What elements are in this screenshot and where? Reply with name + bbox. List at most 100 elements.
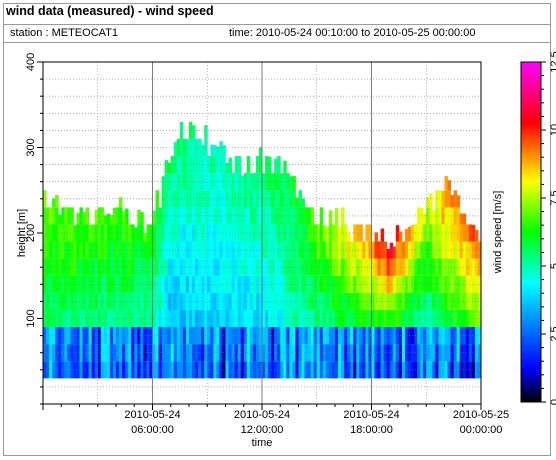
heatmap-cell <box>338 327 342 345</box>
heatmap-cell <box>258 292 263 310</box>
heatmap-cell <box>216 309 220 328</box>
heatmap-cell <box>234 275 239 293</box>
heatmap-cell <box>380 228 385 242</box>
heatmap-cell <box>462 344 467 362</box>
heatmap-cell <box>438 361 442 379</box>
heatmap-cell <box>192 125 196 139</box>
heatmap-cell <box>243 309 248 328</box>
heatmap-cell <box>228 190 232 208</box>
heatmap-cell <box>70 224 74 242</box>
heatmap-cell <box>277 224 281 242</box>
heatmap-cell <box>128 327 132 345</box>
heatmap-cell <box>450 292 455 310</box>
heatmap-cell <box>435 190 439 208</box>
heatmap-cell <box>237 292 242 310</box>
heatmap-cell <box>246 275 251 293</box>
heatmap-cell <box>447 224 451 242</box>
heatmap-cell <box>289 207 293 225</box>
heatmap-cell <box>304 292 309 310</box>
heatmap-cell <box>319 207 324 225</box>
heatmap-cell <box>347 275 351 293</box>
heatmap-cell <box>435 344 439 362</box>
heatmap-cell <box>289 361 293 379</box>
heatmap-cell <box>459 258 464 276</box>
heatmap-cell <box>268 258 272 276</box>
heatmap-cell <box>274 361 278 379</box>
heatmap-cell <box>468 224 473 242</box>
heatmap-cell <box>429 207 433 225</box>
heatmap-cell <box>338 292 342 310</box>
heatmap-cell <box>82 275 86 293</box>
heatmap-cell <box>325 327 330 345</box>
heatmap-cell <box>319 327 324 345</box>
x-tick-label-date: 2010-05-24 <box>343 409 399 421</box>
heatmap-cell <box>432 241 436 259</box>
heatmap-cell <box>216 361 220 379</box>
heatmap-cell <box>216 173 220 191</box>
heatmap-cell <box>219 141 223 157</box>
heatmap-cell <box>76 241 80 259</box>
heatmap-cell <box>43 292 47 310</box>
heatmap-cell <box>477 327 482 345</box>
heatmap-cell <box>298 344 302 362</box>
heatmap-cell <box>262 309 266 328</box>
heatmap-cell <box>429 258 433 276</box>
heatmap-cell <box>435 292 439 310</box>
heatmap-cell <box>79 309 83 328</box>
heatmap-cell <box>438 327 442 345</box>
heatmap-cell <box>61 292 65 310</box>
heatmap-cell <box>255 156 260 174</box>
heatmap-cell <box>335 344 339 362</box>
heatmap-cell <box>152 210 156 225</box>
heatmap-cell <box>255 241 260 259</box>
heatmap-cell <box>240 207 245 225</box>
heatmap-cell <box>474 275 479 293</box>
heatmap-cell <box>85 224 90 242</box>
heatmap-cell <box>201 144 205 157</box>
heatmap-cell <box>103 215 108 225</box>
heatmap-cell <box>100 292 105 310</box>
heatmap-cell <box>252 309 257 328</box>
heatmap-cell <box>258 344 263 362</box>
heatmap-cell <box>292 207 296 225</box>
heatmap-cell <box>258 190 263 208</box>
heatmap-cell <box>325 241 330 259</box>
heatmap-cell <box>70 344 74 362</box>
heatmap-cell <box>237 327 242 345</box>
heatmap-cell <box>228 258 232 276</box>
heatmap-cell <box>88 309 93 328</box>
heatmap-cell <box>246 309 251 328</box>
heatmap-cell <box>219 344 223 362</box>
heatmap-cell <box>262 327 266 345</box>
heatmap-cell <box>280 207 284 225</box>
station-label: station : METEOCAT1 <box>10 27 118 39</box>
heatmap-cell <box>271 292 275 310</box>
heatmap-cell <box>249 173 254 191</box>
y-tick-label: 400 <box>25 53 37 71</box>
heatmap-cell <box>456 275 461 293</box>
heatmap-cell <box>85 309 90 328</box>
heatmap-cell <box>131 361 135 379</box>
heatmap-cell <box>322 327 327 345</box>
heatmap-cell <box>82 327 86 345</box>
heatmap-cell <box>277 361 281 379</box>
heatmap-cell <box>58 258 62 276</box>
heatmap-cell <box>97 344 102 362</box>
heatmap-cell <box>328 258 333 276</box>
heatmap-cell <box>341 344 345 362</box>
heatmap-cell <box>307 327 312 345</box>
heatmap-cell <box>265 344 269 362</box>
heatmap-cell <box>298 258 302 276</box>
heatmap-cell <box>462 258 467 276</box>
heatmap-cell <box>67 224 71 242</box>
heatmap-cell <box>459 241 464 259</box>
heatmap-cell <box>280 275 284 293</box>
heatmap-cell <box>106 258 111 276</box>
heatmap-cell <box>106 344 111 362</box>
heatmap-cell <box>97 309 102 328</box>
heatmap-cell <box>262 190 266 208</box>
heatmap-cell <box>268 327 272 345</box>
colorbar <box>520 61 542 403</box>
heatmap-cell <box>52 207 56 225</box>
heatmap-cell <box>462 213 467 225</box>
